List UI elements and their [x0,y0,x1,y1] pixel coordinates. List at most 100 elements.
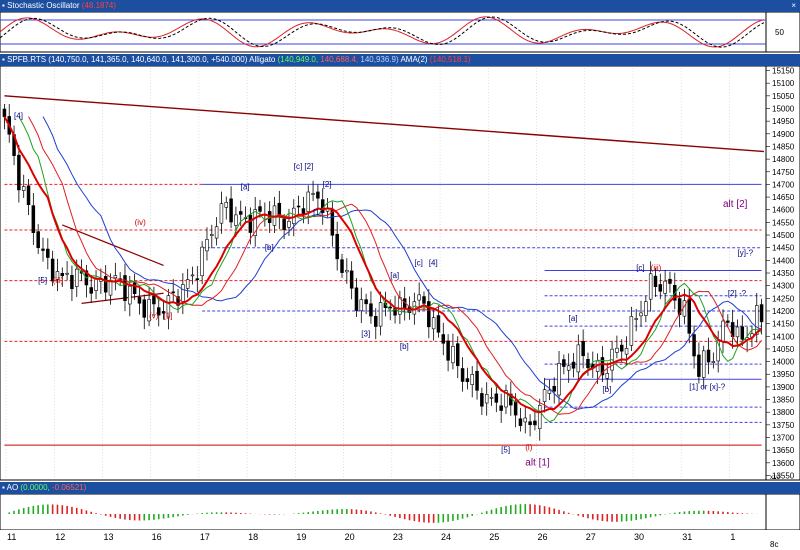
menu-icon[interactable]: ▪ [2,483,5,492]
wave-label: [2] [323,180,332,189]
candle-body [335,233,339,260]
candle-body [465,378,470,383]
wave-label: (v) [149,312,159,321]
candle-body [301,208,306,214]
candle-body [41,248,45,251]
ohlc-values: (140,750.0, 141,365.0, 140,640.0, 141,30… [48,55,248,64]
candle-body [364,299,368,305]
wave-label: [a] [569,314,578,323]
y-tick-label: 14800 [772,155,795,164]
x-tick-label: 17 [200,532,210,542]
y-tick-label: 13800 [772,408,795,417]
axis-scale-label: x10 [770,475,780,481]
symbol-label: SPFB.RTS [7,55,47,64]
stochastic-title: Stochastic Oscillator [7,1,80,10]
candle-body [55,271,60,280]
x-tick-label: 30 [634,532,644,542]
ama-label: AMA(2) [400,55,428,64]
x-tick-label: 18 [248,532,258,542]
candle-body [533,420,537,426]
wave-label: [2] -? [728,289,747,298]
candle-body [282,218,286,230]
candle-body [345,270,349,273]
candle-body [571,361,576,369]
candle-body [388,306,392,309]
triangle-line [62,224,164,266]
candle-body [518,418,523,426]
candle-body [195,278,200,280]
y-tick-label: 13550 [772,471,795,480]
wave-label: [3] [361,329,370,338]
wave-label: [4] [14,112,23,121]
candle-body [701,350,706,378]
wave-label: [4] [429,258,438,267]
candle-body [166,295,171,318]
candle-body [417,294,421,301]
x-tick-label: 20 [345,532,355,542]
x-tick-label: 27 [586,532,596,542]
candle-body [726,320,730,323]
y-tick-label: 15050 [772,92,795,101]
menu-icon[interactable]: ▪ [2,1,5,10]
candle-body [354,287,359,311]
candle-body [359,299,364,312]
candle-body [576,344,581,373]
candle-body [721,320,725,342]
candle-body [46,248,50,258]
stochastic-pane: 50 [0,11,800,53]
y-tick-label: 14550 [772,218,795,227]
candle-body [369,303,373,317]
x-tick-label: 24 [441,532,451,542]
alligator-lips-line [18,116,762,423]
alligator-teeth-value: 140,688.4, [320,55,359,64]
candle-body [142,299,147,318]
wave-label: [5] [38,276,47,285]
candle-body [17,154,21,191]
candle-body [697,354,701,377]
ao-header: ▪ AO (0.0000, -0.06521) [0,482,800,494]
candle-body [460,368,465,382]
alligator-jaw-line [42,116,762,410]
wave-label: [b] [602,385,611,394]
wave-label: alt [1] [525,457,550,468]
candle-body [50,258,55,282]
candle-body [210,234,214,237]
candle-body [374,316,378,327]
wave-label: [a] [241,182,250,191]
close-icon[interactable]: × [791,1,796,10]
candle-body [470,374,474,385]
stochastic-header: ▪ Stochastic Oscillator (48.1874) × [0,0,800,12]
candle-body [238,211,243,215]
candle-body [253,209,257,236]
menu-icon[interactable]: ▪ [2,55,5,64]
candle-body [2,108,7,117]
candle-body [547,389,552,394]
candle-body [224,202,229,208]
candle-body [687,298,691,334]
candle-body [296,205,301,208]
wave-label: [1] [164,312,173,321]
candle-body [219,203,224,224]
candle-body [436,315,441,333]
wave-label: (iii) [651,263,662,272]
candle-body [123,275,127,301]
stochastic-axis-label: 50 [775,28,784,37]
candle-body [600,357,605,376]
x-tick-label: 1 [730,532,735,542]
candle-body [586,358,590,369]
candle-body [205,239,209,252]
candle-body [668,278,672,284]
y-tick-label: 14250 [772,294,795,303]
x-tick-label: 26 [538,532,548,542]
x-tick-label: 11 [7,532,16,542]
candle-body [537,405,542,429]
y-tick-label: 14600 [772,206,795,215]
x-tick-label: 31 [682,532,692,542]
candle-body [615,347,619,353]
candle-body [190,274,195,277]
x-tick-label: 12 [55,532,65,542]
candle-body [504,390,508,408]
candle-body [759,304,764,323]
trendline [4,95,765,153]
